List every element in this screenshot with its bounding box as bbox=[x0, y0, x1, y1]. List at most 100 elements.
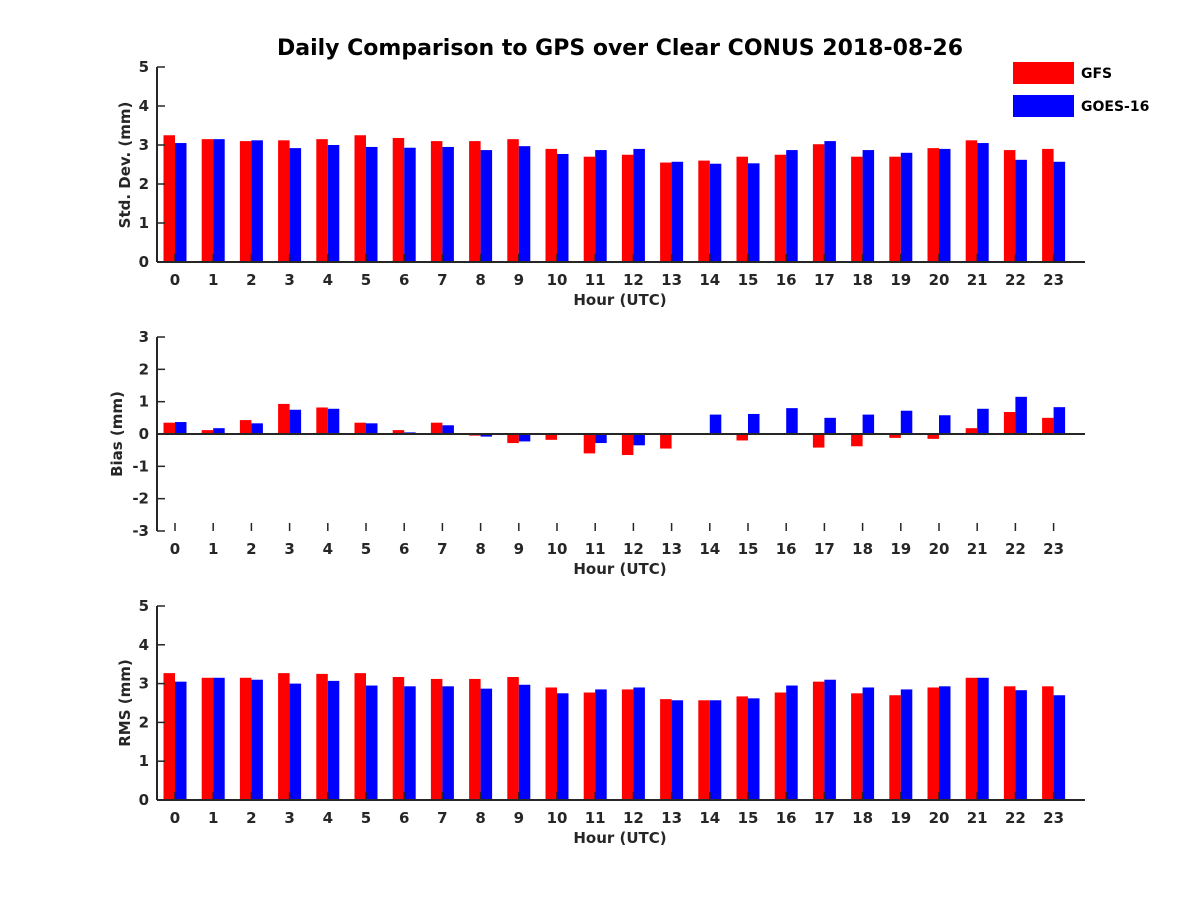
bar-goes-16-hour-7 bbox=[442, 146, 454, 262]
x-tick-label: 1 bbox=[208, 271, 218, 289]
legend-label-goes-16: GOES-16 bbox=[1081, 99, 1149, 115]
x-axis-label: Hour (UTC) bbox=[573, 291, 666, 309]
bar-gfs-hour-11 bbox=[583, 692, 596, 800]
y-tick-label: 2 bbox=[139, 175, 149, 193]
bar-goes-16-hour-1 bbox=[213, 428, 225, 434]
x-tick-label: 12 bbox=[623, 540, 644, 558]
bar-gfs-hour-2 bbox=[239, 677, 252, 800]
bar-gfs-hour-2 bbox=[239, 420, 252, 434]
bar-goes-16-hour-23 bbox=[1053, 407, 1066, 434]
x-tick-label: 18 bbox=[852, 540, 873, 558]
y-tick-label: 4 bbox=[139, 636, 149, 654]
x-tick-label: 19 bbox=[890, 271, 911, 289]
x-tick-label: 7 bbox=[437, 809, 447, 827]
bar-gfs-hour-17 bbox=[812, 434, 825, 448]
x-tick-label: 3 bbox=[284, 809, 294, 827]
bar-gfs-hour-9 bbox=[507, 677, 519, 800]
x-tick-label: 15 bbox=[738, 271, 759, 289]
x-tick-label: 18 bbox=[852, 271, 873, 289]
bar-goes-16-hour-16 bbox=[786, 150, 798, 262]
x-tick-label: 8 bbox=[475, 540, 485, 558]
x-tick-label: 5 bbox=[361, 540, 371, 558]
x-tick-label: 2 bbox=[246, 540, 256, 558]
bar-gfs-hour-12 bbox=[621, 434, 634, 456]
bar-goes-16-hour-11 bbox=[595, 434, 607, 444]
x-tick-label: 1 bbox=[208, 809, 218, 827]
bar-goes-16-hour-13 bbox=[671, 700, 684, 800]
bar-gfs-hour-13 bbox=[660, 162, 672, 262]
bar-goes-16-hour-18 bbox=[862, 687, 875, 800]
bar-goes-16-hour-5 bbox=[366, 685, 378, 800]
bar-goes-16-hour-11 bbox=[595, 689, 607, 800]
bar-goes-16-hour-18 bbox=[862, 150, 875, 262]
bar-goes-16-hour-14 bbox=[709, 700, 722, 800]
x-tick-label: 15 bbox=[738, 540, 759, 558]
y-tick-label: 2 bbox=[139, 360, 149, 378]
bar-goes-16-hour-20 bbox=[939, 415, 951, 434]
x-tick-label: 23 bbox=[1043, 809, 1064, 827]
bar-gfs-hour-7 bbox=[430, 678, 443, 800]
x-tick-label: 17 bbox=[814, 540, 835, 558]
y-tick-label: 1 bbox=[139, 752, 149, 770]
bar-goes-16-hour-12 bbox=[633, 148, 645, 262]
x-tick-label: 20 bbox=[929, 809, 950, 827]
legend-label-gfs: GFS bbox=[1081, 66, 1112, 82]
x-tick-label: 16 bbox=[776, 271, 797, 289]
bar-goes-16-hour-2 bbox=[251, 423, 263, 434]
x-tick-label: 8 bbox=[475, 271, 485, 289]
x-tick-label: 16 bbox=[776, 809, 797, 827]
y-tick-label: 3 bbox=[139, 328, 149, 346]
bar-goes-16-hour-3 bbox=[289, 683, 302, 800]
legend-swatch-goes-16 bbox=[1013, 95, 1074, 117]
bar-goes-16-hour-0 bbox=[175, 422, 187, 434]
bar-gfs-hour-18 bbox=[851, 434, 863, 447]
bar-goes-16-hour-7 bbox=[442, 425, 454, 434]
x-tick-label: 6 bbox=[399, 809, 409, 827]
bar-gfs-hour-4 bbox=[316, 407, 328, 434]
y-tick-label: -2 bbox=[132, 490, 149, 508]
bar-goes-16-hour-10 bbox=[557, 693, 569, 800]
bar-gfs-hour-6 bbox=[392, 137, 405, 262]
x-tick-label: 23 bbox=[1043, 271, 1064, 289]
bar-goes-16-hour-16 bbox=[786, 685, 798, 800]
x-tick-label: 15 bbox=[738, 809, 759, 827]
bar-goes-16-hour-15 bbox=[748, 698, 760, 800]
bar-gfs-hour-4 bbox=[316, 139, 328, 262]
x-tick-label: 21 bbox=[967, 809, 988, 827]
x-tick-label: 13 bbox=[661, 809, 682, 827]
y-tick-label: 5 bbox=[139, 58, 149, 76]
x-tick-label: 20 bbox=[929, 271, 950, 289]
bar-gfs-hour-15 bbox=[736, 156, 748, 262]
y-tick-label: 0 bbox=[139, 425, 149, 443]
bar-gfs-hour-6 bbox=[392, 430, 405, 434]
x-tick-label: 17 bbox=[814, 271, 835, 289]
x-tick-label: 10 bbox=[547, 271, 568, 289]
x-tick-label: 22 bbox=[1005, 540, 1026, 558]
bar-gfs-hour-19 bbox=[889, 434, 901, 438]
bar-gfs-hour-4 bbox=[316, 673, 328, 800]
bar-goes-16-hour-6 bbox=[404, 147, 416, 262]
bar-goes-16-hour-4 bbox=[327, 408, 340, 434]
bar-goes-16-hour-7 bbox=[442, 686, 454, 800]
bar-gfs-hour-0 bbox=[163, 135, 175, 262]
bar-goes-16-hour-0 bbox=[175, 681, 187, 800]
bar-goes-16-hour-19 bbox=[900, 410, 913, 434]
x-tick-label: 13 bbox=[661, 271, 682, 289]
y-tick-label: 1 bbox=[139, 214, 149, 232]
bar-gfs-hour-18 bbox=[851, 693, 863, 800]
bar-goes-16-hour-23 bbox=[1053, 695, 1066, 800]
bar-goes-16-hour-20 bbox=[939, 148, 951, 262]
bar-goes-16-hour-4 bbox=[327, 680, 340, 800]
bar-goes-16-hour-22 bbox=[1015, 159, 1027, 262]
bar-goes-16-hour-23 bbox=[1053, 161, 1066, 262]
bar-goes-16-hour-5 bbox=[366, 423, 378, 434]
x-tick-label: 9 bbox=[514, 271, 524, 289]
bar-gfs-hour-7 bbox=[430, 422, 443, 434]
x-tick-label: 11 bbox=[585, 271, 606, 289]
x-tick-label: 19 bbox=[890, 809, 911, 827]
x-tick-label: 10 bbox=[547, 809, 568, 827]
bar-goes-16-hour-12 bbox=[633, 434, 645, 446]
bar-gfs-hour-21 bbox=[965, 677, 978, 800]
